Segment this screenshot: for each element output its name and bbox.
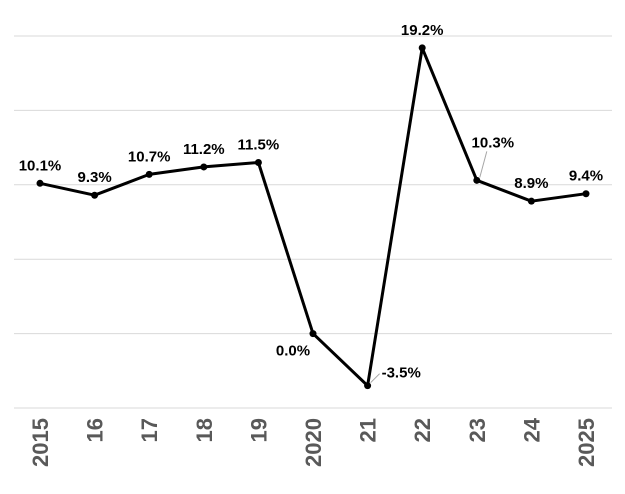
data-point xyxy=(91,191,99,199)
x-tick-label: 23 xyxy=(465,418,490,442)
data-label: 11.2% xyxy=(183,141,225,158)
x-axis-ticks: 2015 16 17 18 19 2020 21 22 23 24 2025 xyxy=(28,417,599,467)
x-tick-label: 24 xyxy=(519,417,544,442)
label-leader-line xyxy=(479,151,488,178)
data-label: 9.4% xyxy=(569,168,603,185)
data-point xyxy=(527,197,535,205)
x-tick-label: 18 xyxy=(192,418,217,442)
data-point xyxy=(200,163,208,171)
x-tick-label: 2020 xyxy=(301,418,326,467)
data-label: 11.5% xyxy=(238,136,280,153)
x-tick-label: 19 xyxy=(246,418,271,442)
data-label: 10.7% xyxy=(128,148,171,165)
data-point xyxy=(145,170,153,178)
data-labels: 10.1% 9.3% 10.7% 11.2% 11.5% 0.0% -3.5% 19.2% 10… xyxy=(19,22,603,384)
data-label: 10.1% xyxy=(19,157,62,174)
x-tick-label: 16 xyxy=(83,418,108,442)
x-tick-label: 2015 xyxy=(28,418,53,467)
data-point xyxy=(364,382,372,390)
data-label: 8.9% xyxy=(514,175,548,192)
x-tick-label: 22 xyxy=(410,418,435,442)
x-tick-label: 2025 xyxy=(574,418,599,467)
data-point xyxy=(36,179,44,187)
gridlines xyxy=(14,35,612,409)
data-label: 9.3% xyxy=(77,169,111,186)
data-point xyxy=(418,44,426,52)
label-leader-line xyxy=(370,373,380,384)
data-point xyxy=(254,158,262,166)
x-tick-label: 17 xyxy=(137,418,162,442)
data-point xyxy=(582,190,590,198)
data-label: 19.2% xyxy=(401,22,444,39)
data-label: 0.0% xyxy=(276,343,310,360)
x-tick-label: 21 xyxy=(356,418,381,442)
data-point xyxy=(309,330,317,338)
data-points xyxy=(36,44,590,390)
data-point xyxy=(473,176,481,184)
data-label: 10.3% xyxy=(472,134,515,151)
data-label: -3.5% xyxy=(382,365,421,382)
